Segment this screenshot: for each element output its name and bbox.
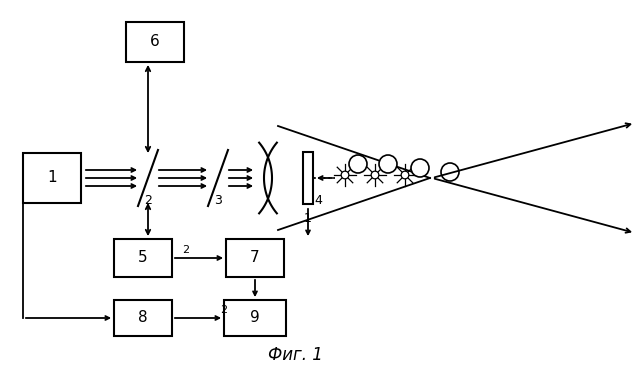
Circle shape bbox=[341, 171, 349, 179]
Text: 3: 3 bbox=[214, 193, 222, 207]
Circle shape bbox=[401, 171, 409, 179]
Text: 1: 1 bbox=[304, 211, 312, 224]
Bar bbox=[114, 300, 172, 336]
Bar bbox=[224, 300, 286, 336]
Bar bbox=[23, 153, 81, 203]
Text: Фиг. 1: Фиг. 1 bbox=[268, 346, 323, 364]
Bar bbox=[226, 239, 284, 277]
Circle shape bbox=[411, 159, 429, 177]
Text: 2: 2 bbox=[144, 193, 152, 207]
Bar bbox=[303, 152, 313, 204]
Text: 4: 4 bbox=[314, 193, 322, 207]
Text: 8: 8 bbox=[138, 311, 148, 326]
Text: 9: 9 bbox=[250, 311, 260, 326]
Text: 2: 2 bbox=[182, 245, 189, 255]
Text: 1: 1 bbox=[47, 170, 57, 185]
Circle shape bbox=[349, 155, 367, 173]
Text: 7: 7 bbox=[250, 250, 260, 265]
Circle shape bbox=[371, 171, 379, 179]
Text: 6: 6 bbox=[150, 35, 160, 50]
Circle shape bbox=[441, 163, 459, 181]
Circle shape bbox=[379, 155, 397, 173]
Bar bbox=[114, 239, 172, 277]
Text: 5: 5 bbox=[138, 250, 148, 265]
Bar bbox=[126, 22, 184, 62]
Text: 2: 2 bbox=[220, 305, 228, 315]
